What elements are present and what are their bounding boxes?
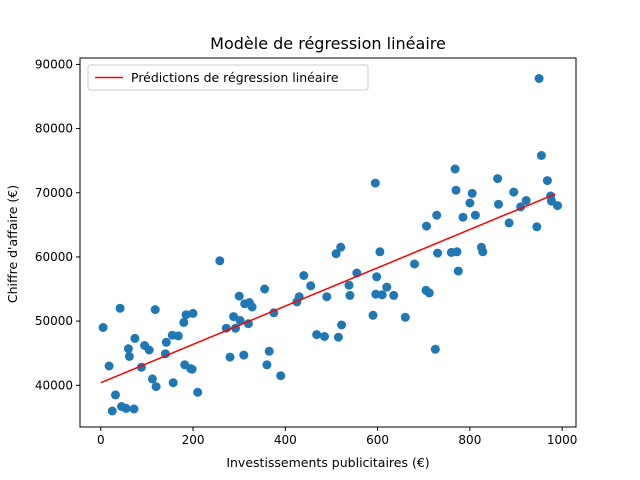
- data-point: [422, 221, 431, 231]
- data-point: [333, 332, 343, 342]
- data-point: [470, 210, 480, 220]
- data-point: [234, 291, 244, 301]
- data-point: [104, 361, 114, 371]
- data-point: [225, 352, 235, 362]
- data-point: [173, 331, 183, 341]
- data-point: [188, 308, 198, 318]
- data-point: [312, 330, 322, 340]
- data-point: [372, 272, 382, 282]
- data-point: [168, 378, 178, 388]
- data-point: [432, 210, 442, 220]
- data-point: [337, 320, 347, 330]
- data-point: [276, 371, 286, 381]
- data-point: [450, 164, 460, 174]
- x-tick-label: 600: [366, 433, 389, 447]
- data-point: [115, 303, 125, 313]
- data-point: [377, 290, 387, 300]
- data-point: [151, 382, 161, 392]
- x-tick-label: 1000: [547, 433, 578, 447]
- data-point: [542, 176, 552, 186]
- data-point: [147, 374, 157, 384]
- data-point: [453, 266, 463, 276]
- data-point: [107, 406, 117, 416]
- data-point: [130, 333, 140, 343]
- data-point: [235, 316, 245, 325]
- data-point: [433, 248, 443, 258]
- data-point: [181, 310, 191, 320]
- data-point: [493, 174, 503, 184]
- data-point: [336, 242, 346, 252]
- y-axis-label: Chiffre d'affaire (€): [5, 185, 20, 303]
- x-axis-label: Investissements publicitaires (€): [226, 455, 429, 470]
- data-point: [247, 302, 257, 312]
- data-point: [553, 201, 562, 211]
- data-point: [452, 247, 462, 257]
- data-point: [534, 74, 544, 83]
- data-point: [504, 218, 514, 228]
- legend-entry: Prédictions de régression linéaire: [131, 70, 339, 85]
- x-tick-label: 800: [458, 433, 481, 447]
- data-point: [375, 247, 385, 257]
- data-point: [144, 345, 154, 355]
- x-tick-label: 0: [97, 433, 105, 447]
- data-point: [344, 280, 354, 290]
- data-point: [124, 351, 134, 361]
- data-point: [400, 312, 410, 322]
- data-point: [215, 256, 225, 266]
- data-point: [331, 249, 341, 259]
- x-tick-label: 400: [274, 433, 297, 447]
- data-point: [430, 344, 440, 354]
- data-point: [494, 199, 503, 209]
- data-point: [179, 317, 189, 327]
- data-point: [478, 247, 488, 257]
- plot-frame: [79, 57, 577, 428]
- data-point: [424, 288, 434, 298]
- data-point: [389, 290, 399, 300]
- data-point: [368, 310, 378, 320]
- data-point: [161, 337, 171, 347]
- data-point: [229, 312, 239, 322]
- data-point: [262, 360, 272, 370]
- data-point: [150, 305, 160, 315]
- data-point: [410, 259, 419, 269]
- regression-line: [100, 193, 556, 384]
- data-point: [129, 404, 139, 414]
- y-tick-label: 90000: [35, 57, 73, 71]
- data-point: [345, 290, 355, 300]
- data-point: [239, 350, 249, 360]
- legend-box: [87, 64, 369, 91]
- data-point: [322, 292, 332, 302]
- data-point: [243, 319, 253, 329]
- plot-area: 0 200 400 600 800 1000 40000 50000 60000 70000 800…: [35, 57, 578, 447]
- data-point: [260, 284, 270, 294]
- y-tick-label: 50000: [35, 314, 73, 328]
- data-point: [123, 344, 133, 354]
- data-point: [370, 178, 380, 188]
- data-point: [320, 332, 329, 341]
- data-point: [98, 323, 108, 332]
- data-point: [465, 198, 475, 208]
- data-point: [306, 281, 316, 291]
- data-point: [509, 187, 519, 197]
- data-point: [121, 403, 131, 413]
- y-tick-label: 40000: [35, 378, 73, 392]
- x-tick-label: 200: [182, 433, 205, 447]
- data-point: [521, 196, 531, 205]
- data-point: [532, 222, 542, 232]
- data-point: [187, 364, 197, 374]
- data-point: [536, 151, 546, 160]
- y-tick-label: 60000: [35, 250, 73, 264]
- data-point: [451, 185, 461, 195]
- data-point: [382, 282, 392, 292]
- data-point: [111, 390, 120, 400]
- y-tick-label: 80000: [35, 122, 73, 136]
- y-tick-label: 70000: [35, 186, 73, 200]
- data-point: [458, 212, 468, 222]
- data-point: [264, 346, 274, 356]
- chart-title: Modèle de régression linéaire: [210, 34, 446, 53]
- data-point: [467, 188, 477, 198]
- data-point: [299, 271, 309, 280]
- data-point: [193, 387, 203, 397]
